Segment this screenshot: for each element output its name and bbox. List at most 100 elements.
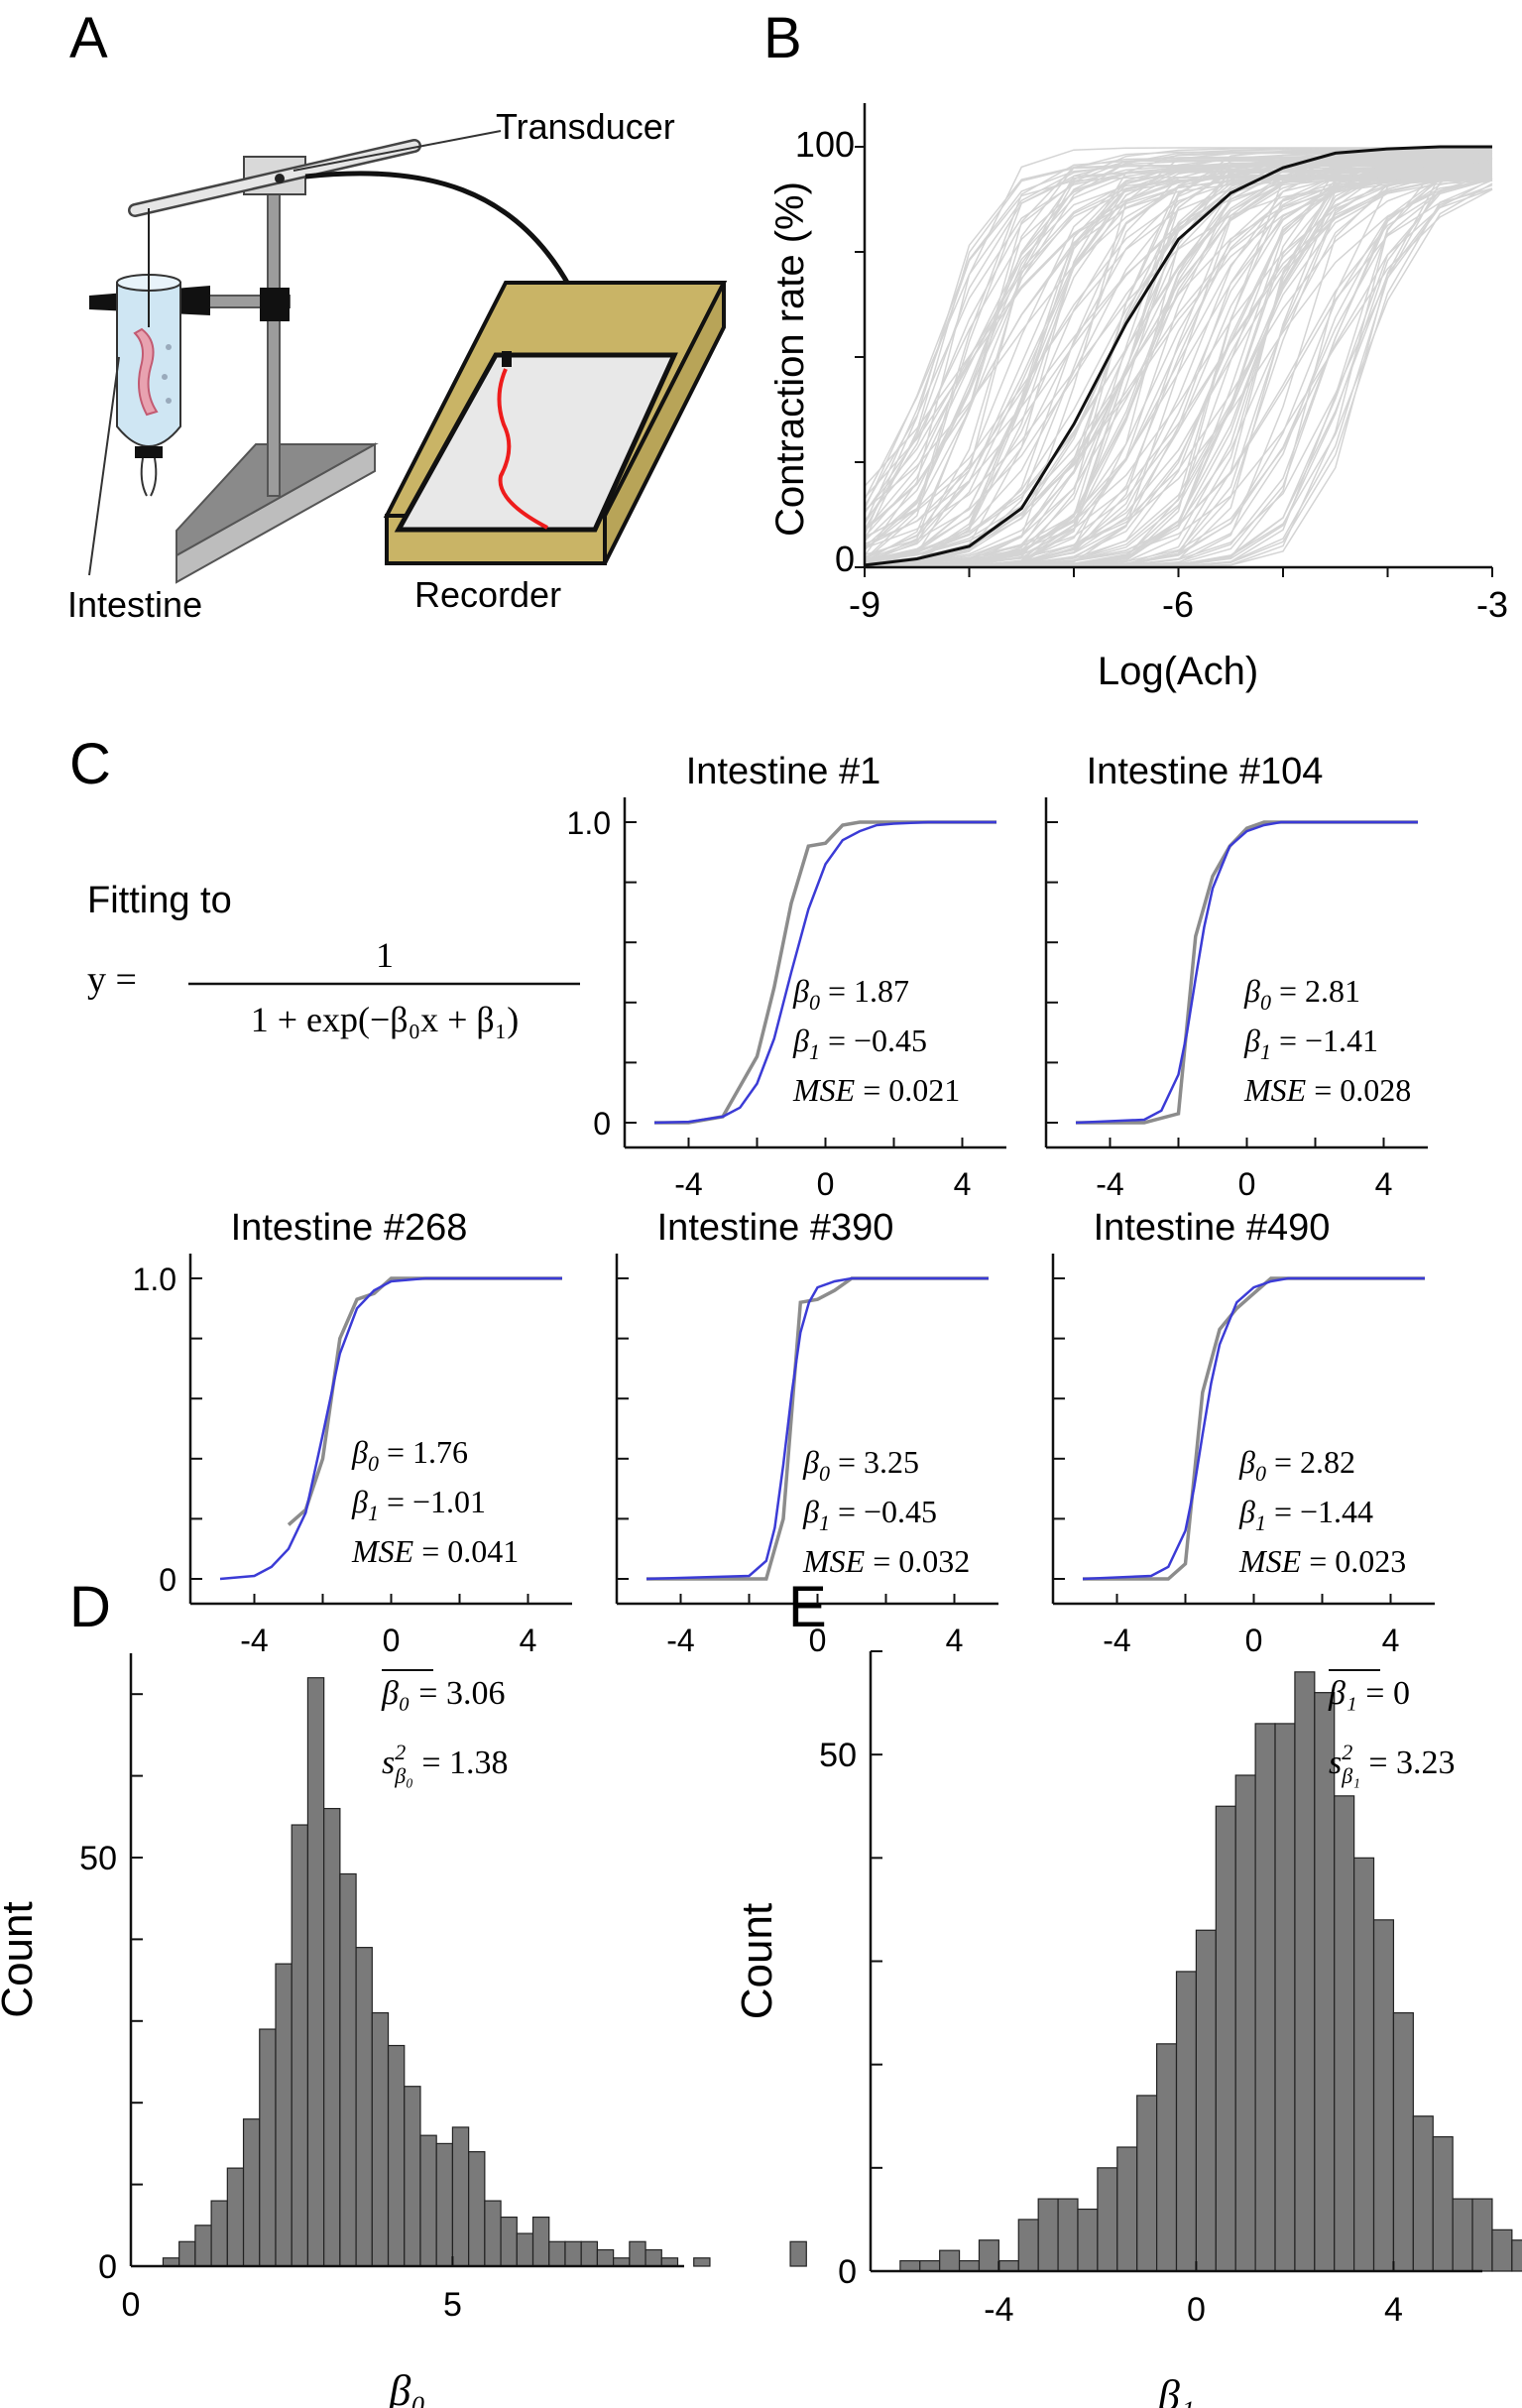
histogram-bar [997,2259,1019,2272]
x-tick-label: 0 [817,1166,835,1202]
observed-curve [1083,1276,1425,1581]
intestine-104-plot: -4 0 4 Intestine #104 β0 = 2.81 β1 = −1.41 MSE… [1044,751,1428,1202]
intestine-1-plot: -4 0 4 0 1.0 Intestine #1 β0 = 1.87 β1 = −0.45 M… [567,751,1006,1202]
recorder-paper [394,352,678,533]
fitting-lhs: y = [87,959,137,1001]
histogram-bar [548,2240,566,2267]
x-tick-label: 4 [1375,1166,1393,1202]
x-tick-label: -4 [674,1166,702,1202]
beta0-histogram: 0 50 0 5 β₀ Count β₀ = 3.06 s2 β₀ = 1.38 [0,1653,807,2408]
beta0-annotation: β0 = 2.82 [1238,1444,1355,1486]
panel-label-a: A [69,6,108,70]
x-tick-label: -4 [240,1623,268,1658]
histogram-bar [1511,2239,1522,2272]
variance-annotation: s2 β₁ = 3.23 [1329,1740,1456,1788]
histogram-bar [958,2259,981,2272]
histogram-bar [484,2200,502,2267]
y-tick-label: 0 [98,2248,117,2286]
beta0-annotation: β0 = 3.25 [802,1444,919,1486]
mse-annotation: MSE = 0.028 [1243,1072,1411,1108]
plot-title: Intestine #268 [231,1207,468,1249]
histogram-bar [451,2126,470,2267]
y-tick-label: 1.0 [567,805,611,841]
panel-c: C Fitting to y = 1 1 + exp(−β₀x + β₁) -4… [69,732,1435,1658]
bath-stopper [135,446,163,458]
transducer-cable [304,171,573,290]
x-tick-neg6: -6 [1162,584,1194,625]
histogram-bar [1372,1919,1395,2272]
histogram-bar [1037,2198,1059,2272]
intestine-268-plot: -4 0 4 0 1.0 Intestine #268 β0 = 1.76 β1 = −1.0… [133,1207,572,1658]
x-tick-label: 4 [520,1623,537,1658]
panel-label-c: C [69,732,111,796]
individual-curve [864,153,1493,567]
y-axis-label: Contraction rate (%) [768,181,812,537]
bubble-2 [162,374,168,380]
x-tick-label: 0 [122,2286,141,2324]
beta1-annotation: β1 = −0.45 [792,1023,927,1064]
y-tick-0: 0 [835,539,855,579]
histogram-bar [1097,2167,1118,2272]
recorder-pen [502,351,512,367]
x-tick-label: 4 [946,1623,964,1658]
x-tick-label: 0 [1187,2291,1206,2329]
histogram-bar [644,2248,662,2267]
x-tick-label: 0 [383,1623,401,1658]
beta0-annotation: β0 = 1.87 [792,973,909,1015]
histogram-bar [468,2151,486,2267]
plot-title: Intestine #104 [1087,751,1324,792]
observed-curve [1076,820,1418,1125]
intestine-label: Intestine [67,584,202,625]
beta0-annotation: β0 = 2.81 [1243,973,1360,1015]
histogram-bar [275,1963,293,2267]
histogram-bar [629,2240,646,2267]
histogram-bar [516,2232,534,2267]
histogram-bar [210,2200,228,2267]
fitted-curve [1075,820,1418,1125]
histogram-bar [1452,2198,1473,2272]
histogram-bar [242,2118,261,2267]
y-axis-label: Count [0,1901,42,2017]
individual-curve [864,177,1493,567]
x-tick-label: -4 [984,2291,1013,2329]
histogram-bar [531,2216,550,2267]
histogram-bar [1155,2043,1178,2272]
bubble-3 [166,398,172,404]
mse-annotation: MSE = 0.023 [1238,1543,1406,1579]
histogram-bar [1432,2135,1454,2272]
histogram-bar [419,2134,437,2267]
histogram-bar [194,2225,212,2267]
histogram-bar [580,2240,599,2267]
x-tick-label: 0 [1238,1166,1256,1202]
x-tick-label: 0 [1245,1623,1263,1658]
y-tick-label: 1.0 [133,1262,176,1297]
transducer-pointer [293,130,502,172]
x-tick-label: 4 [1382,1623,1400,1658]
histogram-bar [323,1807,341,2267]
histogram-bar [1077,2208,1099,2272]
histogram-bar [1274,1723,1296,2272]
intestine-pointer [88,356,120,576]
bath-tube-2 [150,457,158,497]
panel-label-d: D [69,1575,111,1639]
x-tick-label: -4 [666,1623,694,1658]
histogram-bar [1491,2228,1513,2272]
histogram-bar [596,2248,615,2267]
individual-curve [864,165,1492,542]
histogram-bar [404,2086,421,2267]
y-tick-100: 100 [795,124,855,165]
histogram-bar [1215,1805,1236,2272]
variance-annotation: s2 β₀ = 1.38 [382,1740,509,1788]
mean-annotation: β₁ = 0 [1328,1675,1410,1712]
beta1-annotation: β1 = −1.41 [1243,1023,1378,1064]
stand-pole [267,158,281,497]
fitted-curve [653,820,996,1125]
transducer-label: Transducer [496,106,675,147]
fitting-heading: Fitting to [87,880,232,921]
mean-curve [864,145,1492,567]
histogram-bar [939,2249,961,2272]
individual-curve [864,166,1493,539]
recorder-label: Recorder [414,574,561,615]
intestine-490-plot: -4 0 4 Intestine #490 β0 = 2.82 β1 = −1.44 MSE… [1051,1207,1435,1658]
y-tick-label: 0 [593,1106,611,1142]
